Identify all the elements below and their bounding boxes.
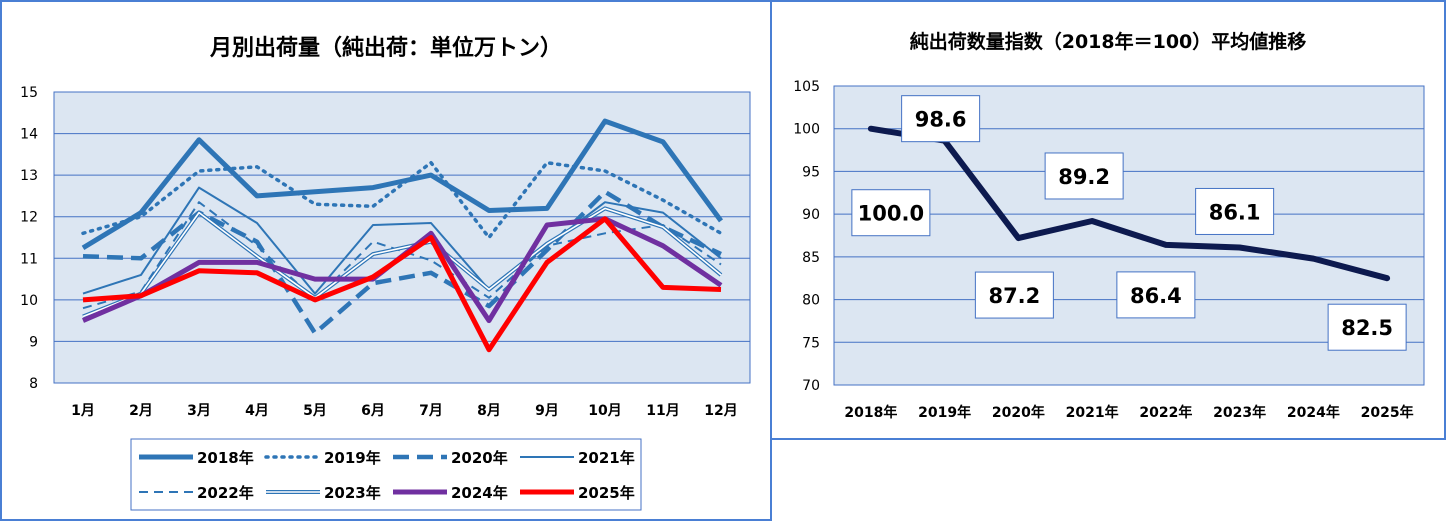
x-tick-label: 2025年 <box>1361 404 1414 421</box>
x-tick-label: 9月 <box>535 403 559 419</box>
monthly-shipment-chart: 8 9 10 11 12 13 14 15 1月 2月 3月 4月 5月 6月 7月 8月 9月 10月 11月 12… <box>20 85 751 511</box>
y-tick-label: 13 <box>20 168 38 184</box>
legend-label: 2021年 <box>578 449 635 467</box>
series-line-inner <box>82 207 722 318</box>
y-tick-label: 75 <box>802 335 820 351</box>
x-tick-label: 3月 <box>187 403 211 419</box>
x-tick-label: 5月 <box>303 403 327 419</box>
data-label: 86.4 <box>1130 284 1182 308</box>
x-tick-label: 11月 <box>646 403 679 419</box>
legend-label: 2022年 <box>197 484 254 502</box>
data-label: 89.2 <box>1058 165 1110 189</box>
data-label-box <box>1044 152 1124 200</box>
legend-box <box>130 438 642 511</box>
data-label-box <box>901 95 981 143</box>
monthly-shipment-chart-panel: 月別出荷量（純出荷：単位万トン） 8 9 10 11 12 13 14 15 1月 2月 3月 4月 5… <box>0 0 772 521</box>
series-line <box>82 216 722 353</box>
data-label-box <box>974 271 1054 319</box>
data-label: 82.5 <box>1341 316 1393 340</box>
legend-label: 2024年 <box>451 484 508 502</box>
x-tick-label: 1月 <box>71 403 95 419</box>
chart-title: 純出荷数量指数（2018年＝100）平均値推移 <box>909 31 1307 53</box>
x-tick-label: 10月 <box>588 403 621 419</box>
y-tick-label: 11 <box>20 251 38 267</box>
x-tick-label: 6月 <box>361 403 385 419</box>
y-tick-label: 105 <box>793 79 820 95</box>
plot-area <box>53 91 751 384</box>
series-line <box>82 186 722 295</box>
data-label-box <box>1116 271 1196 319</box>
x-tick-label: 4月 <box>245 403 269 419</box>
index-trend-chart: 70 75 80 85 90 95 100 105 2018年 2019年 2020年 2021年 20… <box>793 79 1425 421</box>
y-tick-label: 10 <box>20 293 38 309</box>
x-tick-label: 12月 <box>704 403 737 419</box>
legend-label: 2025年 <box>578 484 635 502</box>
y-tick-label: 15 <box>20 85 38 101</box>
series-line <box>867 125 1391 282</box>
data-label: 87.2 <box>988 284 1040 308</box>
legend-label: 2020年 <box>451 449 508 467</box>
legend-label: 2018年 <box>197 449 254 467</box>
data-label-box <box>1195 187 1275 235</box>
y-tick-label: 100 <box>793 122 820 138</box>
chart-title: 月別出荷量（純出荷：単位万トン） <box>209 36 562 61</box>
y-tick-label: 90 <box>802 207 820 223</box>
x-tick-label: 2024年 <box>1287 404 1340 421</box>
y-tick-label: 85 <box>802 250 820 266</box>
y-tick-label: 70 <box>802 378 820 394</box>
x-tick-label: 2020年 <box>992 404 1045 421</box>
index-trend-chart-panel: 純出荷数量指数（2018年＝100）平均値推移 70 75 80 85 90 95 100 1… <box>770 0 1446 440</box>
y-tick-label: 95 <box>802 164 820 180</box>
x-tick-label: 2022年 <box>1139 404 1192 421</box>
x-tick-label: 2023年 <box>1213 404 1266 421</box>
data-label-box <box>851 189 931 237</box>
data-label: 98.6 <box>915 108 967 132</box>
x-tick-label: 2019年 <box>918 404 971 421</box>
y-tick-label: 9 <box>29 334 38 350</box>
x-tick-label: 7月 <box>419 403 443 419</box>
legend-label: 2019年 <box>324 449 381 467</box>
series-line <box>82 189 722 336</box>
y-tick-label: 8 <box>29 376 38 392</box>
series-line <box>81 160 723 240</box>
data-label-box <box>1327 303 1407 351</box>
data-label: 86.1 <box>1209 200 1261 224</box>
x-tick-label: 8月 <box>477 403 501 419</box>
legend-label: 2023年 <box>324 484 381 502</box>
y-tick-label: 12 <box>20 210 38 226</box>
y-tick-label: 80 <box>802 293 820 309</box>
x-tick-label: 2月 <box>129 403 153 419</box>
x-tick-label: 2021年 <box>1066 404 1119 421</box>
series-line <box>81 118 724 251</box>
x-tick-label: 2018年 <box>844 404 897 421</box>
data-label: 100.0 <box>858 202 924 226</box>
y-tick-label: 14 <box>20 127 38 143</box>
